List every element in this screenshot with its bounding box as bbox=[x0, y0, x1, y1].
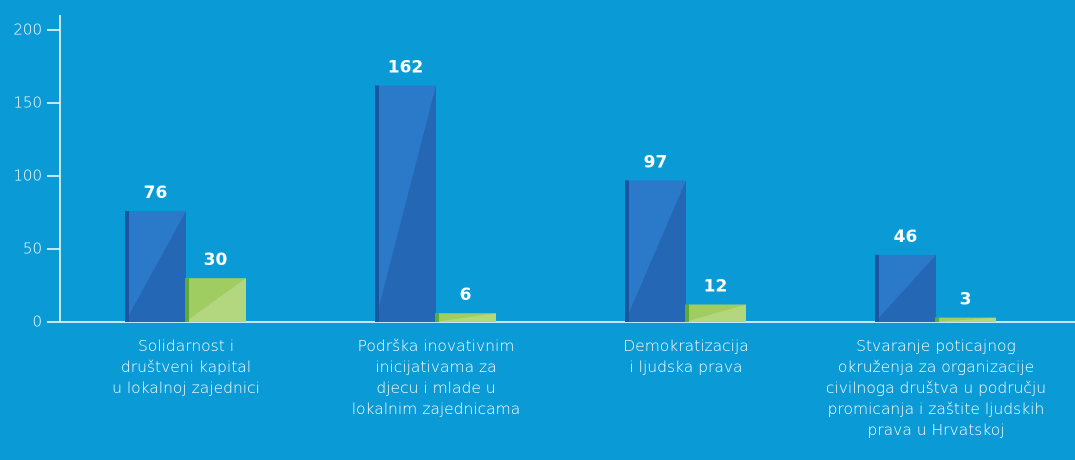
value-label: 46 bbox=[894, 227, 918, 247]
value-label: 97 bbox=[644, 152, 668, 172]
value-label: 12 bbox=[704, 276, 728, 296]
x-tick-label: Podrška inovativnim inicijativama za dje… bbox=[351, 337, 521, 418]
bar bbox=[935, 317, 996, 322]
y-tick-label: 150 bbox=[13, 94, 42, 112]
bar bbox=[685, 304, 746, 322]
x-tick-label: Demokratizacija i ljudska prava bbox=[623, 337, 749, 376]
value-label: 162 bbox=[388, 57, 424, 77]
bar-edge bbox=[185, 278, 189, 322]
y-tick-label: 50 bbox=[23, 240, 42, 258]
y-tick-label: 200 bbox=[13, 21, 42, 39]
bar-edge bbox=[935, 317, 939, 322]
bar-edge bbox=[435, 313, 439, 322]
bar-edge bbox=[625, 180, 629, 322]
value-label: 3 bbox=[960, 290, 972, 310]
bar bbox=[125, 211, 186, 322]
value-label: 6 bbox=[460, 285, 472, 305]
y-tick-label: 0 bbox=[32, 313, 42, 331]
bar bbox=[435, 313, 496, 322]
value-label: 76 bbox=[144, 183, 168, 203]
bar-edge bbox=[375, 85, 379, 322]
bar bbox=[185, 278, 246, 322]
bar bbox=[625, 180, 686, 322]
value-label: 30 bbox=[204, 250, 228, 270]
bar-edge bbox=[875, 254, 879, 322]
x-tick-label: Solidarnost i društveni kapital u lokaln… bbox=[112, 337, 260, 397]
x-tick-label: Stvaranje poticajnog okruženja za organi… bbox=[825, 337, 1047, 439]
y-tick-label: 100 bbox=[13, 167, 42, 185]
bar bbox=[375, 85, 436, 322]
bar-edge bbox=[125, 211, 129, 322]
bar-edge bbox=[685, 304, 689, 322]
bar bbox=[875, 254, 936, 322]
